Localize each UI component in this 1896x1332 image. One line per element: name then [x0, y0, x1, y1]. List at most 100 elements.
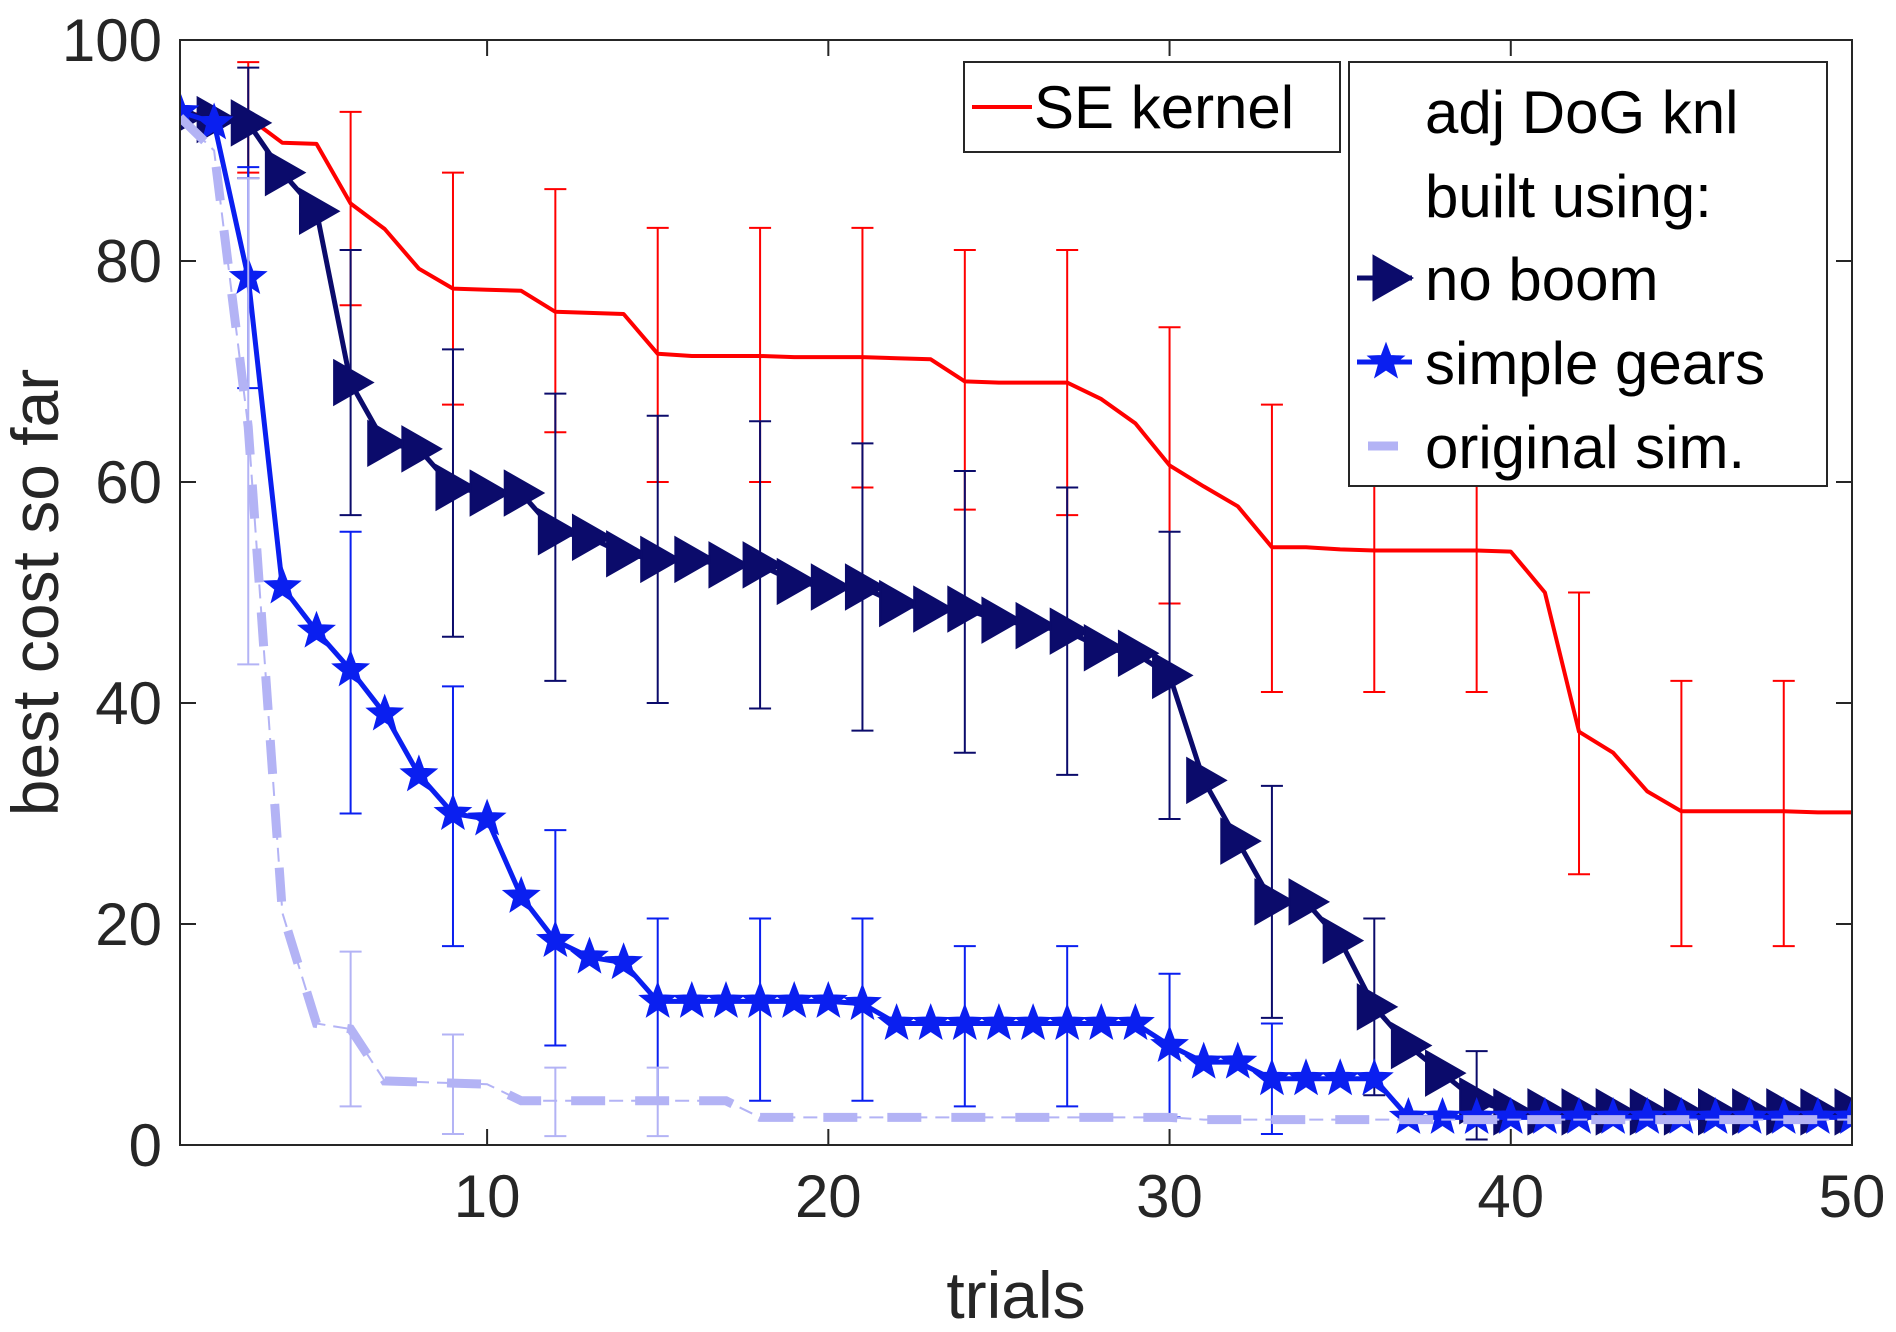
data-point: [706, 980, 746, 1018]
data-point: [742, 541, 785, 589]
data-point: [640, 535, 682, 584]
data-point: [1117, 629, 1160, 677]
data-point: [1491, 1096, 1531, 1134]
data-point: [638, 980, 678, 1018]
data-point: [433, 793, 473, 831]
data-point: [1423, 1096, 1462, 1134]
x-tick-label: 10: [454, 1163, 521, 1230]
data-point: [672, 980, 712, 1018]
data-point: [1559, 1096, 1599, 1134]
data-point: [230, 99, 273, 147]
data-point: [979, 1003, 1019, 1040]
x-tick-label: 30: [1136, 1163, 1203, 1230]
data-point: [606, 530, 648, 578]
x-axis-label: trials: [946, 1258, 1085, 1332]
data-point: [1152, 651, 1194, 700]
data-point: [264, 148, 307, 197]
data-point: [1218, 1041, 1258, 1079]
data-point: [535, 920, 575, 958]
data-point: [1081, 1003, 1121, 1040]
legend-label-se-kernel: SE kernel: [1034, 74, 1294, 141]
data-point: [1425, 1049, 1467, 1097]
data-point: [435, 463, 477, 512]
data-point: [810, 563, 853, 611]
axes-box: [179, 39, 1853, 1146]
data-point: [399, 754, 439, 792]
y-tick-label: 100: [62, 7, 162, 74]
axes-frame: [179, 39, 1853, 1146]
data-point: [776, 557, 819, 606]
legend-label: simple gears: [1425, 330, 1765, 397]
data-point: [1049, 607, 1092, 655]
x-tick-label: 20: [795, 1163, 862, 1230]
data-point: [401, 425, 443, 473]
data-point: [808, 980, 848, 1018]
legend-box-dog: [1348, 61, 1828, 487]
data-point: [1047, 1003, 1087, 1040]
data-point: [1286, 1058, 1326, 1096]
data-point: [843, 983, 882, 1021]
data-point: [1150, 1025, 1189, 1063]
data-point: [1798, 1096, 1838, 1134]
legend-swatch-marker: [1372, 254, 1415, 302]
data-point: [1252, 1058, 1292, 1096]
data-point: [740, 980, 780, 1018]
series-3: [180, 114, 1852, 1138]
data-point: [1288, 878, 1331, 926]
series-line: [180, 114, 1852, 1125]
x-tick-label: 40: [1477, 1163, 1544, 1230]
y-tick-label: 0: [129, 1112, 162, 1179]
data-point: [570, 936, 609, 974]
data-point: [331, 649, 371, 687]
data-point: [708, 541, 750, 589]
series-group: [180, 61, 1852, 1141]
x-axis-ticks: 10 20 30 40 50: [454, 40, 1886, 1230]
data-point: [1322, 916, 1365, 965]
data-point: [1254, 878, 1296, 926]
data-point: [774, 980, 814, 1018]
y-tick-label: 60: [95, 449, 162, 516]
y-tick-label: 80: [95, 228, 162, 295]
legend-title-line1: adj DoG knl: [1425, 79, 1738, 146]
data-point: [571, 513, 614, 561]
data-point: [844, 563, 887, 611]
data-point: [1832, 1096, 1852, 1134]
data-point: [1320, 1058, 1360, 1096]
data-point: [537, 508, 580, 556]
data-point: [1013, 1003, 1053, 1040]
x-tick-label: 50: [1819, 1163, 1886, 1230]
data-point: [1184, 1041, 1224, 1079]
legend-swatch-marker: [1366, 341, 1406, 379]
data-point: [1015, 601, 1058, 650]
plot-area: [180, 61, 1852, 1141]
data-point: [1186, 756, 1228, 805]
data-point: [1116, 1003, 1155, 1040]
data-point: [367, 419, 409, 468]
data-point: [298, 187, 341, 235]
data-point: [604, 942, 644, 980]
y-axis-label: best cost so far: [0, 369, 72, 817]
data-point: [501, 875, 541, 913]
series-2: [180, 91, 1852, 1135]
data-point: [877, 1003, 916, 1040]
data-point: [1356, 983, 1399, 1031]
y-tick-label: 40: [95, 670, 162, 737]
data-point: [333, 358, 375, 407]
data-point: [1696, 1096, 1735, 1134]
data-point: [1627, 1096, 1667, 1134]
legend-title-line2: built using:: [1425, 163, 1712, 230]
data-point: [194, 102, 234, 140]
y-tick-label: 20: [95, 891, 162, 958]
data-point: [262, 566, 302, 604]
data-point: [913, 585, 955, 633]
data-point: [879, 579, 921, 628]
data-point: [1220, 817, 1262, 865]
data-point: [674, 535, 716, 584]
series-line-thin: [180, 116, 1852, 1121]
data-point: [1390, 1021, 1433, 1070]
data-point: [947, 585, 989, 633]
data-point: [911, 1003, 951, 1040]
data-point: [503, 469, 546, 517]
data-point: [1083, 624, 1126, 672]
